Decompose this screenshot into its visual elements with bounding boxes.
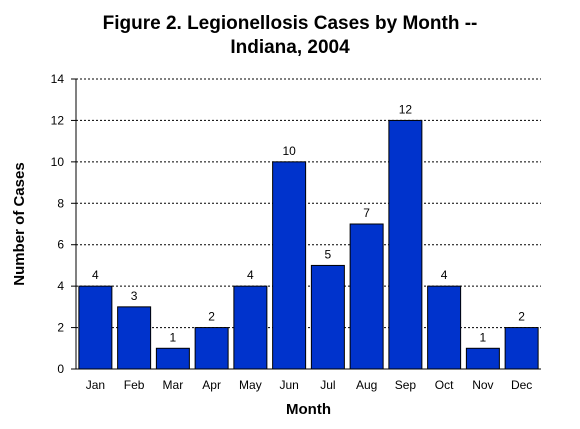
bar-apr [194, 327, 229, 370]
x-tick-label: Aug [356, 378, 377, 392]
bar-value-label: 2 [208, 310, 215, 324]
x-tick-label: Oct [435, 378, 454, 392]
bar-value-label: 1 [480, 330, 487, 344]
y-tick-label: 4 [57, 279, 64, 293]
gridlines [76, 78, 541, 329]
chart-title-line2: Indiana, 2004 [230, 37, 350, 58]
bar-value-label: 10 [282, 144, 296, 158]
x-tick-label: Sep [395, 378, 417, 392]
bar-value-label: 3 [131, 289, 138, 303]
bar-jul [310, 264, 345, 370]
bar-value-label: 1 [170, 330, 177, 344]
y-axis-title: Number of Cases [11, 162, 28, 285]
x-tick-label: Dec [511, 378, 532, 392]
y-tick-label: 14 [51, 72, 65, 86]
bars [78, 119, 539, 370]
x-tick-label: Feb [124, 378, 145, 392]
bar-jan [78, 285, 113, 370]
y-axis-ticks: 0 2 4 6 8 10 12 14 [51, 72, 76, 376]
bar-may [233, 285, 268, 370]
y-tick-label: 12 [51, 113, 65, 127]
bar-value-label: 4 [441, 268, 448, 282]
bar-nov [465, 347, 500, 370]
x-tick-label: Mar [163, 378, 184, 392]
x-tick-label: Jul [320, 378, 335, 392]
bar-oct [427, 285, 462, 370]
y-tick-label: 8 [57, 196, 64, 210]
bar-value-label: 2 [518, 310, 525, 324]
y-tick-label: 10 [51, 155, 65, 169]
y-tick-label: 2 [57, 321, 64, 335]
bar-feb [117, 306, 152, 370]
x-tick-label: Apr [202, 378, 221, 392]
bar-value-label: 5 [325, 247, 332, 261]
bar-value-label: 4 [92, 268, 99, 282]
x-tick-label: Nov [472, 378, 493, 392]
bar-sep [388, 119, 423, 370]
bar-mar [155, 347, 190, 370]
y-tick-label: 0 [57, 362, 64, 376]
x-tick-label: May [239, 378, 262, 392]
x-tick-label: Jun [279, 378, 298, 392]
bar-dec [504, 327, 539, 370]
bar-value-label: 7 [363, 206, 370, 220]
x-axis-title: Month [286, 401, 331, 418]
x-tick-label: Jan [86, 378, 105, 392]
chart-title-line1: Figure 2. Legionellosis Cases by Month -… [102, 13, 478, 34]
y-tick-label: 6 [57, 238, 64, 252]
bar-jun [272, 161, 307, 370]
chart-title: Figure 2. Legionellosis Cases by Month -… [0, 12, 580, 60]
bar-aug [349, 223, 384, 370]
bar-value-label: 4 [247, 268, 254, 282]
bar-value-label: 12 [399, 102, 413, 116]
x-axis-ticks: Jan Feb Mar Apr May Jun Jul Aug Sep Oct Nov Dec [86, 378, 533, 392]
